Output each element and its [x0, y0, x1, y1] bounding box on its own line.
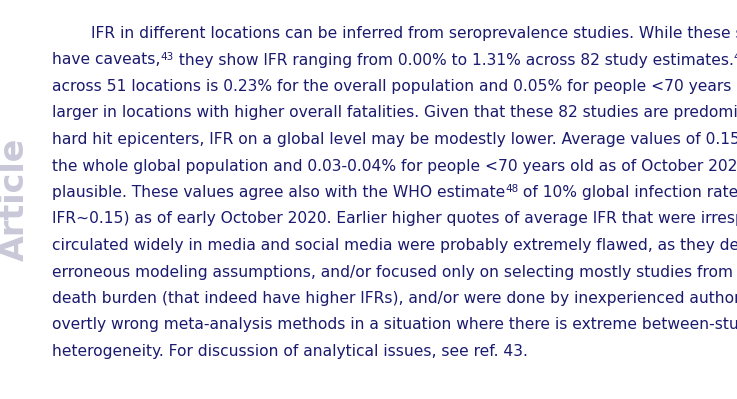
Text: circulated widely in media and social media were probably extremely flawed, as t: circulated widely in media and social me… — [52, 238, 737, 253]
Text: have caveats,: have caveats, — [52, 53, 161, 67]
Text: heterogeneity. For discussion of analytical issues, see ref. 43.: heterogeneity. For discussion of analyti… — [52, 344, 528, 359]
Text: death burden (that indeed have higher IFRs), and/or were done by inexperienced a: death burden (that indeed have higher IF… — [52, 291, 737, 306]
Text: hard hit epicenters, IFR on a global level may be modestly lower. Average values: hard hit epicenters, IFR on a global lev… — [52, 132, 737, 147]
Text: 43: 43 — [733, 51, 737, 61]
Text: erroneous modeling assumptions, and/or focused only on selecting mostly studies : erroneous modeling assumptions, and/or f… — [52, 265, 737, 280]
Text: IFR~0.15) as of early October 2020. Earlier higher quotes of average IFR that we: IFR~0.15) as of early October 2020. Earl… — [52, 211, 737, 227]
Text: the whole global population and 0.03-0.04% for people <70 years old as of Octobe: the whole global population and 0.03-0.0… — [52, 158, 737, 174]
Text: larger in locations with higher overall fatalities. Given that these 82 studies : larger in locations with higher overall … — [52, 105, 737, 120]
Text: IFR in different locations can be inferred from seroprevalence studies. While th: IFR in different locations can be inferr… — [52, 26, 737, 41]
Text: they show IFR ranging from 0.00% to 1.31% across 82 study estimates.: they show IFR ranging from 0.00% to 1.31… — [174, 53, 733, 67]
Text: 48: 48 — [506, 184, 519, 194]
Text: 43: 43 — [161, 51, 174, 61]
Text: Article: Article — [0, 138, 30, 261]
Text: of 10% global infection rate (hence,: of 10% global infection rate (hence, — [519, 185, 737, 200]
Text: plausible. These values agree also with the WHO estimate: plausible. These values agree also with … — [52, 185, 506, 200]
Text: across 51 locations is 0.23% for the overall population and 0.05% for people <70: across 51 locations is 0.23% for the ove… — [52, 79, 737, 94]
Text: overtly wrong meta-analysis methods in a situation where there is extreme betwee: overtly wrong meta-analysis methods in a… — [52, 318, 737, 332]
